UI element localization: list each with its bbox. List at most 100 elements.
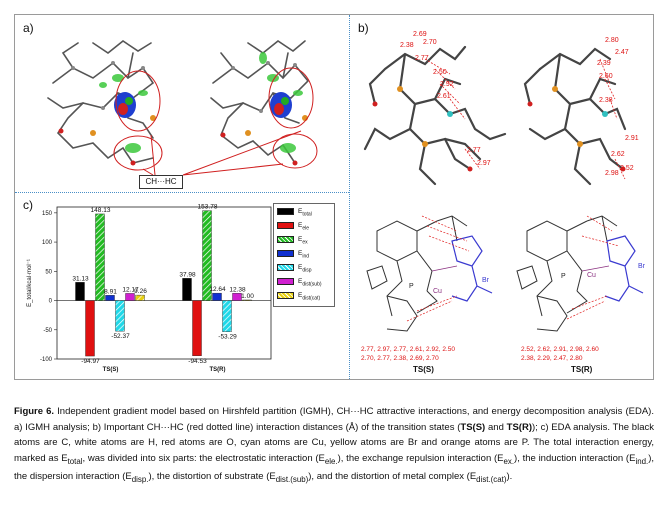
distance-label: 2.38 bbox=[400, 42, 414, 49]
bar bbox=[222, 300, 232, 332]
legend-swatch bbox=[277, 236, 294, 243]
bar bbox=[95, 213, 105, 301]
legend-label: Edist(sub) bbox=[298, 278, 322, 288]
y-tick-label: 150 bbox=[42, 211, 53, 217]
distance-label: 2.61 bbox=[437, 93, 451, 100]
bar-value-label: 12.64 bbox=[209, 286, 226, 293]
legend-label: Eele bbox=[298, 222, 310, 232]
bar bbox=[232, 293, 242, 301]
y-tick-label: 100 bbox=[42, 240, 53, 246]
bar-value-label: 31.13 bbox=[72, 275, 89, 282]
distance-label: 2.97 bbox=[477, 160, 491, 167]
legend-swatch bbox=[277, 264, 294, 271]
legend-entry: Eex bbox=[277, 235, 333, 245]
bar-value-label: -94.97 bbox=[81, 358, 100, 365]
bar bbox=[135, 294, 145, 301]
legend-entry: Edist(cat) bbox=[277, 291, 333, 301]
bar bbox=[85, 300, 95, 357]
panel-divider-vertical bbox=[349, 15, 350, 379]
bar-value-label: 1.00 bbox=[241, 293, 254, 300]
bar-value-label: -52.37 bbox=[111, 333, 130, 340]
panel-label-a: a) bbox=[23, 21, 34, 35]
distance-label: 2.91 bbox=[625, 135, 639, 142]
bar bbox=[75, 282, 85, 301]
legend-swatch bbox=[277, 278, 294, 285]
x-category-label: TS(S) bbox=[103, 367, 119, 373]
legend-swatch bbox=[277, 250, 294, 257]
legend-label: Eind bbox=[298, 250, 310, 260]
legend-swatch bbox=[277, 208, 294, 215]
bar bbox=[242, 299, 252, 301]
legend-label: Edisp bbox=[298, 264, 312, 274]
bar bbox=[115, 300, 125, 332]
bar-value-label: 153.78 bbox=[198, 204, 218, 211]
br-atom-label: Br bbox=[638, 263, 645, 270]
bar-value-label: 37.98 bbox=[179, 271, 196, 278]
chart-legend: Etotal Eele Eex Eind Edisp Edist(sub) Edist(ca… bbox=[273, 203, 335, 307]
ts-structures-3d-image bbox=[363, 45, 627, 186]
ts-structures-2d-scheme bbox=[366, 215, 644, 332]
plot-area bbox=[56, 206, 272, 360]
br-atom-label: Br bbox=[482, 277, 489, 284]
x-category-label: TS(R) bbox=[210, 367, 226, 373]
bar-value-label: -94.53 bbox=[188, 358, 207, 365]
y-axis-label: E_total/kcal·mol⁻¹ bbox=[27, 259, 33, 307]
y-tick-label: -50 bbox=[43, 328, 52, 334]
distance-label: 2.98 bbox=[605, 170, 619, 177]
figure-caption: Figure 6. Independent gradient model bas… bbox=[14, 406, 654, 484]
distance-label: 2.77 bbox=[467, 147, 481, 154]
panel-label-b: b) bbox=[358, 21, 369, 35]
distance-label: 2.52 bbox=[620, 165, 634, 172]
ch-hc-callout: CH···HC bbox=[139, 175, 183, 189]
ts-r-label: TS(R) bbox=[571, 365, 593, 374]
bar-value-label: 12.38 bbox=[229, 286, 246, 293]
legend-entry: Edisp bbox=[277, 263, 333, 273]
ts-s-label: TS(S) bbox=[413, 365, 434, 374]
bar-value-label: 12.17 bbox=[122, 286, 139, 293]
legend-swatch bbox=[277, 292, 294, 299]
distance-label: 2.92 bbox=[440, 81, 454, 88]
cu-atom-label: Cu bbox=[587, 272, 596, 279]
legend-entry: Eele bbox=[277, 221, 333, 231]
bar-value-label: 9.26 bbox=[134, 288, 147, 295]
bar bbox=[202, 210, 212, 301]
distance-label: 2.38 bbox=[599, 97, 613, 104]
panel-divider-horizontal bbox=[15, 192, 349, 193]
bar bbox=[182, 278, 192, 301]
y-tick-label: 0 bbox=[49, 299, 53, 305]
distance-label: 2.69 bbox=[413, 31, 427, 38]
legend-label: Edist(cat) bbox=[298, 292, 321, 302]
bar-value-label: 148.13 bbox=[91, 207, 111, 214]
distance-label: 2.50 bbox=[433, 69, 447, 76]
legend-label: Etotal bbox=[298, 208, 312, 218]
cu-atom-label: Cu bbox=[433, 288, 442, 295]
igmh-molecules-image bbox=[47, 40, 318, 176]
p-atom-label: P bbox=[409, 283, 414, 290]
y-tick-label: 50 bbox=[45, 269, 52, 275]
legend-entry: Edist(sub) bbox=[277, 277, 333, 287]
eda-bar-chart: -100 -50 0 50 100 150 E_total/kcal·mol⁻¹ 31.13 -… bbox=[27, 204, 272, 373]
panel-label-c: c) bbox=[23, 198, 33, 212]
distance-label: 2.70 bbox=[423, 39, 437, 46]
p-atom-label: P bbox=[561, 273, 566, 280]
distance-label: 2.39 bbox=[597, 60, 611, 67]
distance-label: 2.60 bbox=[599, 73, 613, 80]
bar bbox=[192, 300, 202, 357]
legend-label: Eex bbox=[298, 236, 308, 246]
distance-list-r: 2.52, 2.62, 2.91, 2.98, 2.60 2.38, 2.29,… bbox=[521, 346, 599, 362]
bar-value-label: 8.91 bbox=[104, 288, 117, 295]
legend-swatch bbox=[277, 222, 294, 229]
distance-label: 2.80 bbox=[605, 37, 619, 44]
legend-entry: Eind bbox=[277, 249, 333, 259]
figure-frame: a) b) c) bbox=[14, 14, 654, 380]
distance-label: 2.47 bbox=[615, 49, 629, 56]
distance-label: 2.77 bbox=[415, 55, 429, 62]
bar bbox=[105, 295, 115, 301]
distance-list-s: 2.77, 2.97, 2.77, 2.61, 2.92, 2.50 2.70,… bbox=[361, 346, 455, 362]
bar bbox=[212, 292, 222, 301]
distance-label: 2.62 bbox=[611, 151, 625, 158]
legend-entry: Etotal bbox=[277, 207, 333, 217]
y-tick-label: -100 bbox=[40, 357, 53, 363]
bar bbox=[125, 293, 135, 301]
caption-label: Figure 6. bbox=[14, 406, 55, 417]
